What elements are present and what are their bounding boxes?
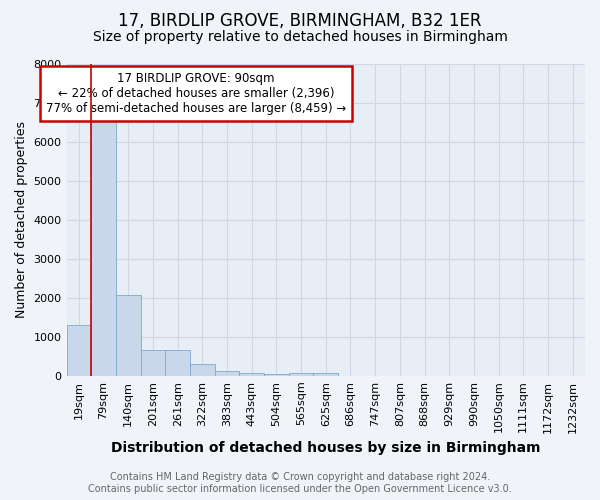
Text: Contains HM Land Registry data © Crown copyright and database right 2024.
Contai: Contains HM Land Registry data © Crown c… [88, 472, 512, 494]
Bar [116, 294, 140, 376]
Text: 17 BIRDLIP GROVE: 90sqm
← 22% of detached houses are smaller (2,396)
77% of semi: 17 BIRDLIP GROVE: 90sqm ← 22% of detache… [46, 72, 346, 115]
Bar [239, 372, 264, 376]
Bar [215, 372, 239, 376]
Y-axis label: Number of detached properties: Number of detached properties [15, 122, 28, 318]
Bar [91, 120, 116, 376]
Text: Size of property relative to detached houses in Birmingham: Size of property relative to detached ho… [92, 30, 508, 44]
Bar [165, 350, 190, 376]
Bar [67, 324, 91, 376]
Bar [140, 350, 165, 376]
Bar [313, 372, 338, 376]
Bar [289, 372, 313, 376]
Bar [190, 364, 215, 376]
Bar [264, 374, 289, 376]
Text: 17, BIRDLIP GROVE, BIRMINGHAM, B32 1ER: 17, BIRDLIP GROVE, BIRMINGHAM, B32 1ER [118, 12, 482, 30]
X-axis label: Distribution of detached houses by size in Birmingham: Distribution of detached houses by size … [111, 441, 541, 455]
